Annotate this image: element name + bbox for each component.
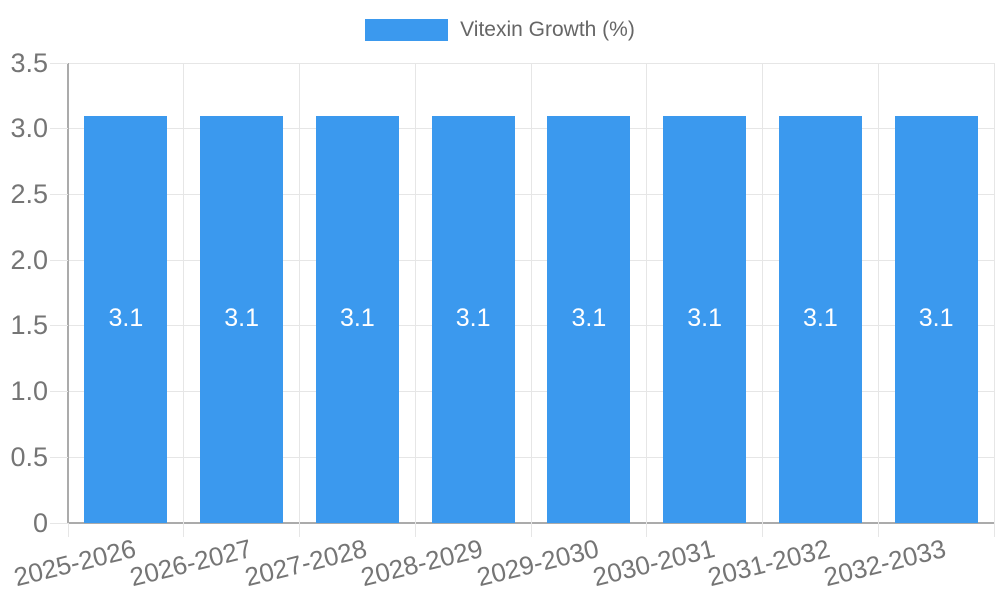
bar[interactable] <box>778 115 862 523</box>
bar-value-label: 3.1 <box>687 304 722 333</box>
gridline-vertical <box>646 63 648 523</box>
bar-value-label: 3.1 <box>802 304 838 333</box>
gridline-vertical <box>414 63 416 523</box>
legend-swatch <box>365 19 449 41</box>
x-axis-tick <box>67 523 69 537</box>
gridline-vertical <box>183 63 185 523</box>
y-axis-tick <box>50 456 68 458</box>
y-axis-tick <box>50 325 68 327</box>
x-axis-tick <box>877 523 879 537</box>
gridline-vertical <box>877 63 879 523</box>
bar-value-label: 3.1 <box>918 304 954 333</box>
x-axis-tick <box>299 523 300 537</box>
bar-value-label: 3.1 <box>571 304 607 333</box>
legend-label: Vitexin Growth (%) <box>460 18 635 41</box>
y-axis-label: 2.5 <box>10 178 48 209</box>
y-axis-label: 0.5 <box>10 441 48 472</box>
bar[interactable] <box>431 115 515 523</box>
y-axis-tick <box>50 128 68 130</box>
gridline-vertical <box>530 63 532 523</box>
y-axis-label: 0 <box>32 507 48 538</box>
gridline-vertical <box>67 63 69 523</box>
bar[interactable] <box>315 115 399 523</box>
y-axis-label: 1.5 <box>10 310 48 341</box>
gridline-vertical <box>762 63 763 523</box>
x-axis-tick <box>530 523 532 537</box>
y-axis-tick <box>50 193 68 195</box>
y-axis-tick <box>50 391 68 393</box>
bar[interactable] <box>200 115 284 523</box>
gridline-vertical <box>993 63 995 523</box>
x-axis-tick <box>646 523 648 537</box>
bar[interactable] <box>547 115 631 523</box>
gridline-vertical <box>299 63 300 523</box>
plot-area: 3.1 3.1 3.1 3.1 3.1 3.1 3.1 3.1 <box>67 62 995 524</box>
x-axis-tick <box>762 523 763 537</box>
bar-value-label: 3.1 <box>108 304 144 333</box>
bar-value-label: 3.1 <box>455 304 491 333</box>
bar-value-label: 3.1 <box>339 304 375 333</box>
x-axis-tick <box>414 523 416 537</box>
y-axis-tick <box>50 522 68 524</box>
legend[interactable]: Vitexin Growth (%) <box>0 17 1000 43</box>
y-axis-label: 2.0 <box>10 244 48 275</box>
y-axis-label: 3.0 <box>10 113 48 144</box>
y-axis-label: 1.0 <box>10 376 48 407</box>
bar-value-label: 3.1 <box>224 304 259 333</box>
bar[interactable] <box>84 115 168 523</box>
x-axis-tick <box>993 523 995 537</box>
y-axis-label: 3.5 <box>10 47 48 78</box>
x-axis-tick <box>183 523 185 537</box>
bar[interactable] <box>894 115 978 523</box>
bar[interactable] <box>663 115 747 523</box>
y-axis-tick <box>50 259 68 261</box>
y-axis-tick <box>50 62 68 64</box>
